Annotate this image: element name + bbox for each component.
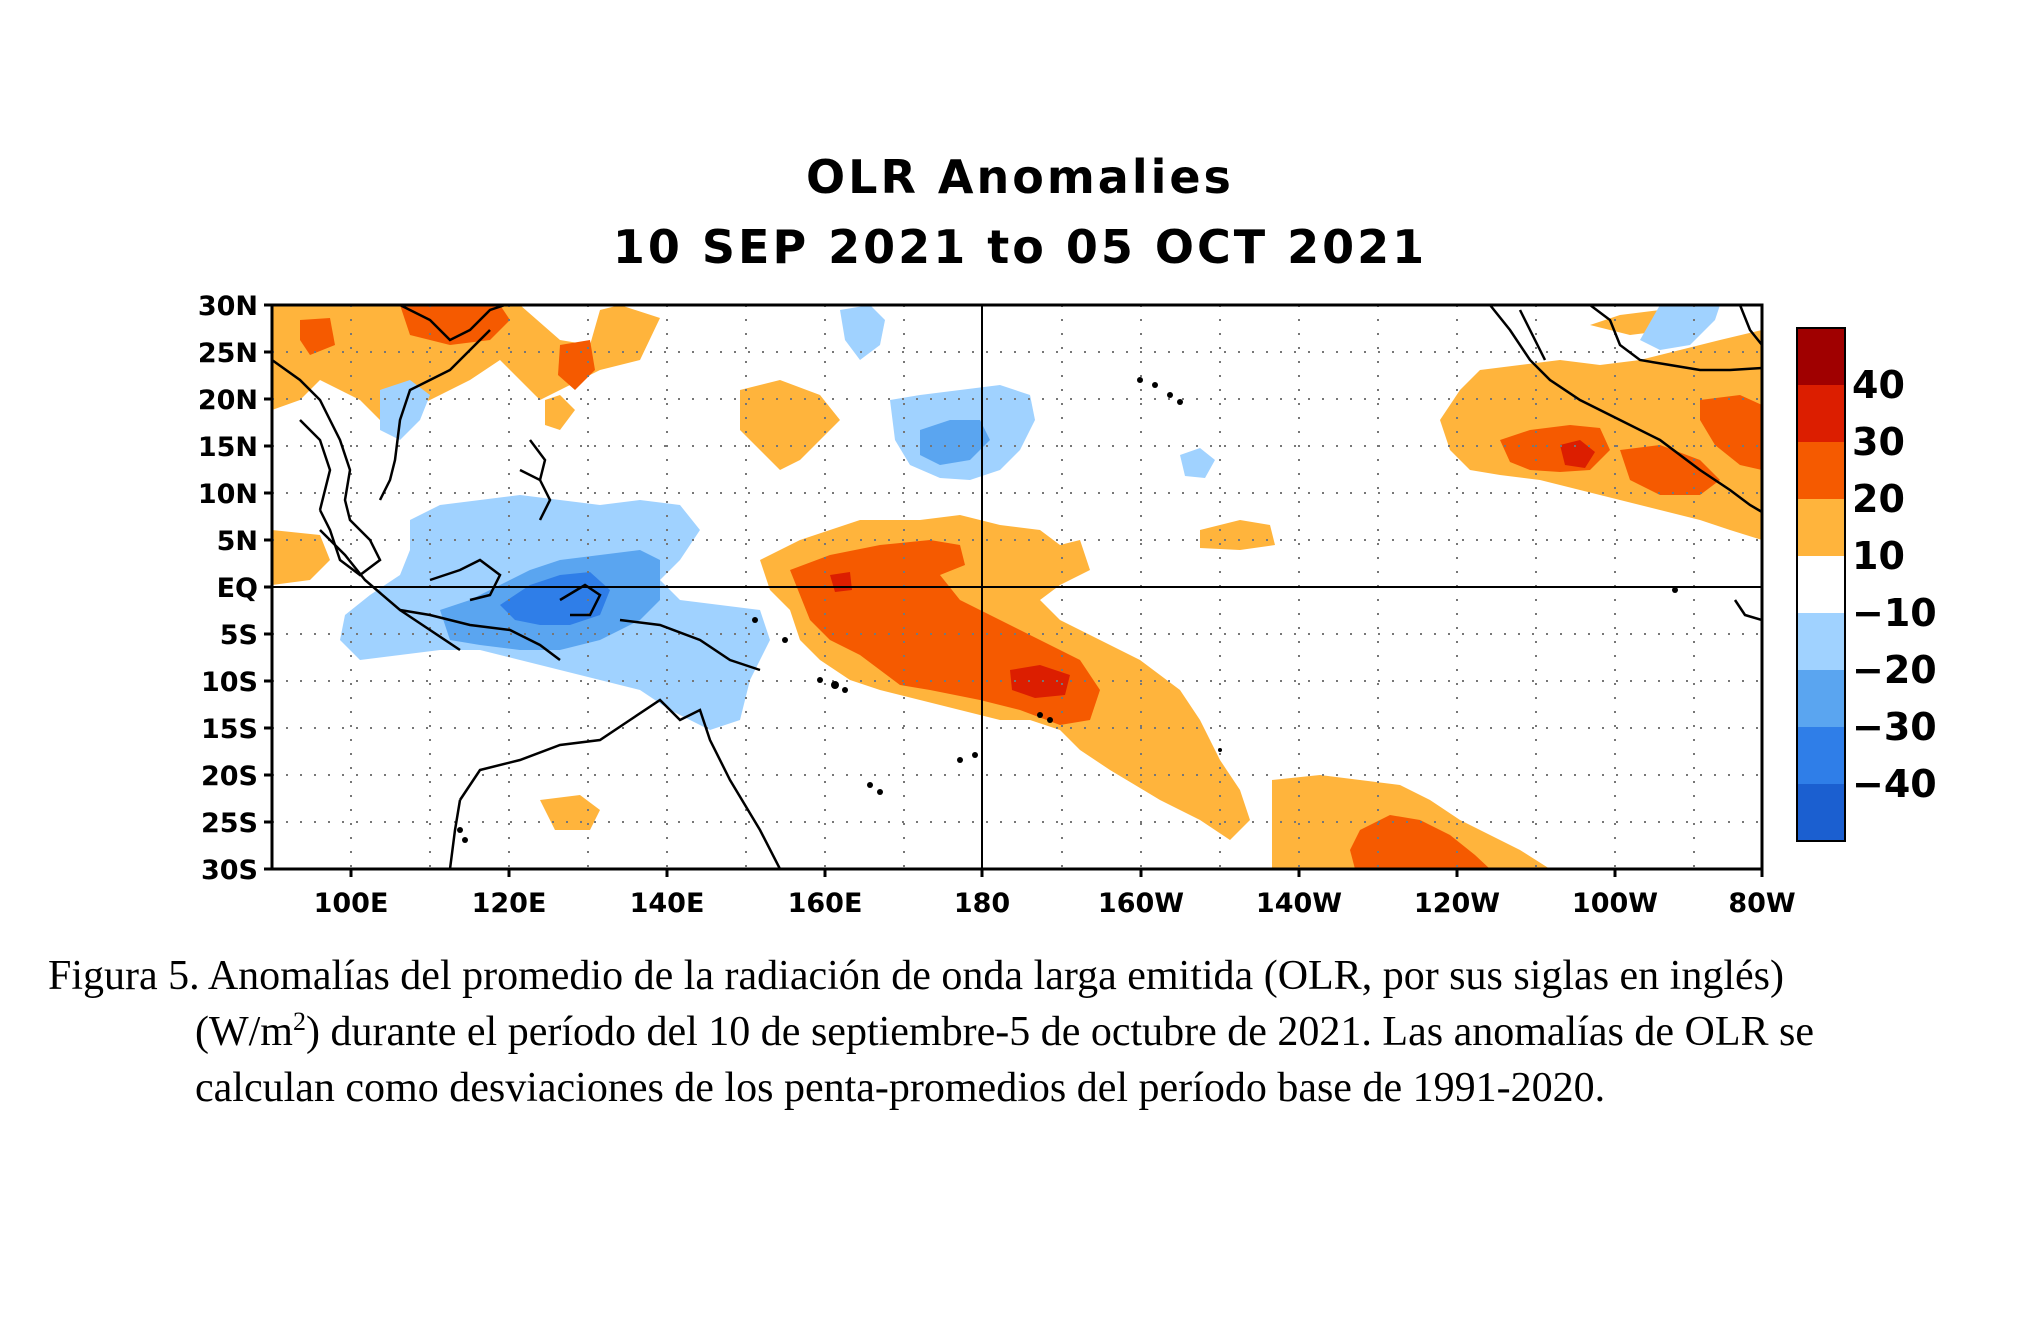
caption-line-3: calculan como desviaciones de los penta-… [195,1065,1606,1111]
lat-label: 20N [198,385,258,416]
lat-label: 10S [201,667,258,698]
map-title: OLR Anomalies [806,150,1234,204]
colorbar-label: 20 [1852,477,1905,521]
colorbar-swatch [1797,784,1845,841]
lon-label: 80W [1728,888,1795,919]
map-svg: 30N 25N 20N 15N 10N 5N EQ 5S 10S 15S 20S… [198,291,1937,919]
lon-label: 160W [1098,888,1184,919]
colorbar-swatch [1797,328,1845,385]
islands [457,377,1678,843]
anomaly-field [272,305,1762,869]
colorbar-label: −30 [1852,705,1937,749]
caption-text: ) durante el período del 10 de septiembr… [305,1009,1814,1055]
lat-label: 25N [198,338,258,369]
colorbar-swatch [1797,499,1845,556]
colorbar: 40 30 20 10 −10 −20 −30 −40 [1796,327,1937,842]
lat-label: EQ [217,573,258,604]
lat-label: 30N [198,291,258,322]
lat-label: 30S [201,855,258,886]
lon-label: 140W [1256,888,1342,919]
colorbar-label: −10 [1852,591,1937,635]
colorbar-swatch [1797,442,1845,499]
lat-label: 5S [220,620,258,651]
map-subtitle: 10 SEP 2021 to 05 OCT 2021 [612,220,1428,274]
caption-line-1: Figura 5. Anomalías del promedio de la r… [48,953,1784,999]
lon-label: 160E [788,888,863,919]
lat-label: 20S [201,761,258,792]
lat-label: 15N [198,432,258,463]
colorbar-swatch [1797,613,1845,670]
colorbar-swatch [1797,556,1845,613]
colorbar-swatch [1797,670,1845,727]
lat-label: 5N [217,526,258,557]
colorbar-label: −20 [1852,648,1937,692]
caption-superscript: 2 [292,1007,306,1036]
lat-label: 15S [201,714,258,745]
lon-label: 180 [954,888,1010,919]
coastlines [272,305,1762,869]
colorbar-label: −40 [1852,762,1937,806]
caption-line-2: (W/m2) durante el período del 10 de sept… [48,1004,2008,1060]
lat-label: 10N [198,479,258,510]
colorbar-swatch [1797,727,1845,784]
lon-label: 100W [1572,888,1658,919]
lon-label: 120E [472,888,547,919]
colorbar-swatch [1797,385,1845,442]
figure-caption: Figura 5. Anomalías del promedio de la r… [48,948,2008,1116]
colorbar-label: 10 [1852,534,1905,578]
caption-text: (W/m [195,1009,293,1055]
colorbar-label: 40 [1852,363,1905,407]
lat-label: 25S [201,808,258,839]
colorbar-label: 30 [1852,420,1905,464]
lon-label: 140E [630,888,705,919]
lon-label: 120W [1414,888,1500,919]
lon-label: 100E [314,888,389,919]
